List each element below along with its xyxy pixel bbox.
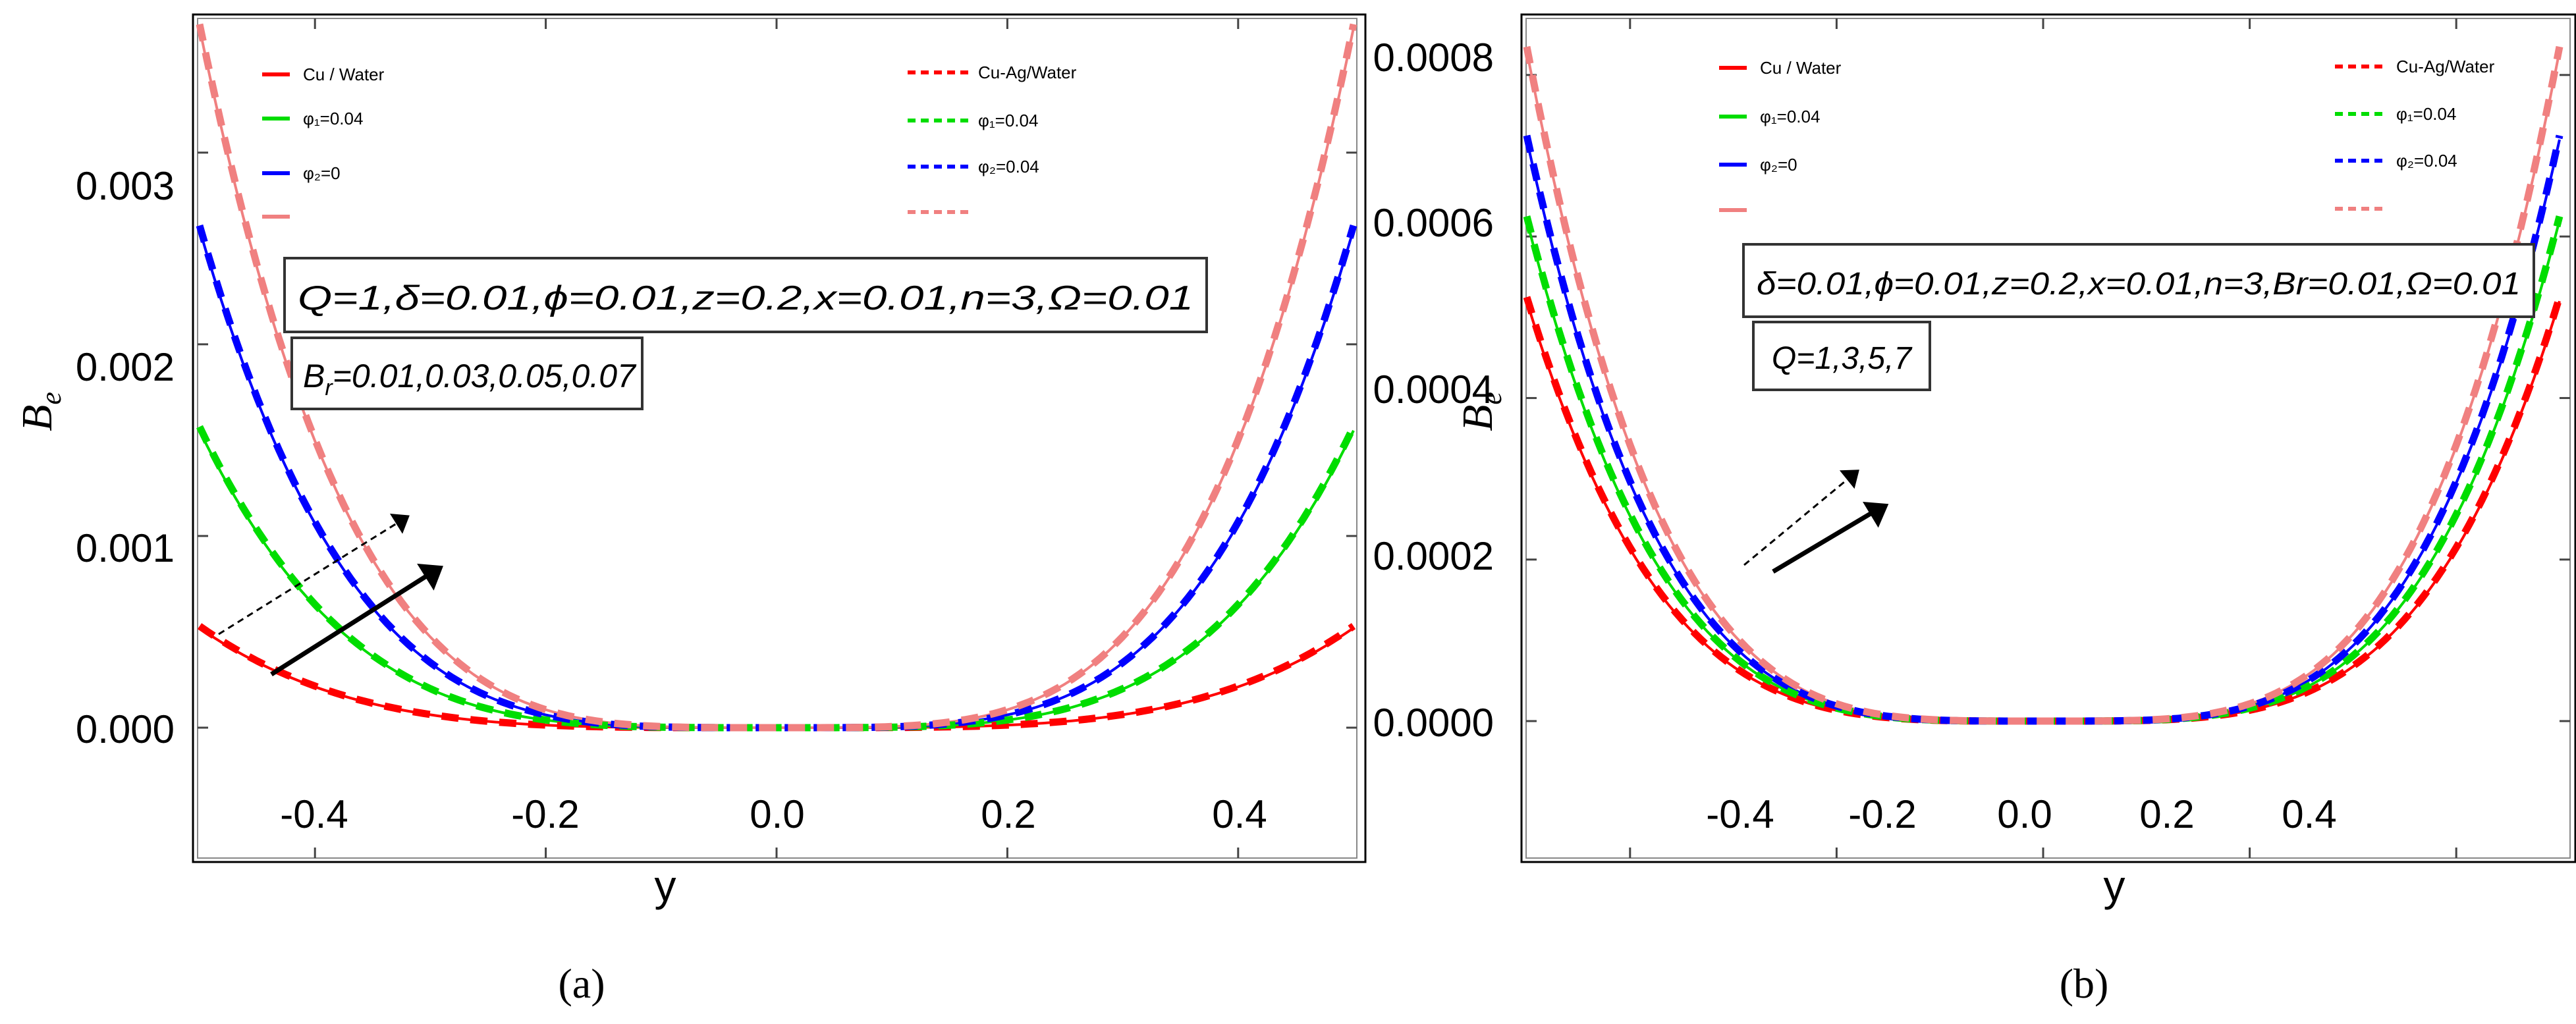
series-line-hybrid	[1523, 296, 2563, 725]
a-annotation-br-values: =0.01,0.03,0.05,0.07	[333, 358, 637, 394]
panel-a-plot-box	[197, 18, 1357, 859]
a-ytick-label: 0.001	[76, 526, 175, 570]
caption-panel-b: (b)	[2060, 960, 2109, 1007]
series-line-hybrid	[196, 425, 1357, 732]
caption-panel-a: (a)	[558, 960, 605, 1007]
panel-b-plot-box	[1525, 18, 2571, 859]
series-line-mono	[1525, 300, 2561, 722]
a-annotation-br: Br=0.01,0.03,0.05,0.07	[303, 358, 637, 400]
b-ytick-label: 0.0006	[1373, 201, 1494, 245]
b-annotation-q: Q=1,3,5,7	[1772, 341, 1913, 376]
a-annotation-params: Q=1,δ=0.01,ϕ=0.01,z=0.2,x=0.01,n=3,Ω=0.0…	[298, 279, 1193, 317]
panel-b-axis-ticks	[1526, 18, 2570, 858]
a-annotation-br-sub: r	[325, 375, 333, 400]
svg-text:Be: Be	[13, 392, 67, 431]
panel-b: 0.0000 0.0002 0.0004 0.0006 0.0008 -0.4 …	[1373, 13, 2576, 910]
a-legend-label: φ₂=0.04	[978, 157, 1039, 176]
b-annotation-box	[1752, 321, 1931, 391]
a-annotation-box	[290, 337, 644, 410]
a-y-axis-label-sub: e	[35, 392, 67, 405]
b-arrow-solid	[1772, 507, 1878, 574]
a-arrowhead	[389, 514, 410, 534]
b-legend-label: φ₁=0.04	[1760, 107, 1820, 126]
a-annotation-br-B: B	[303, 358, 325, 394]
series-line-hybrid	[1523, 45, 2563, 725]
b-arrow-dashed	[1743, 474, 1853, 566]
svg-text:Be: Be	[1454, 392, 1508, 431]
b-y-axis-label: Be	[1454, 392, 1508, 431]
b-xtick-label: 0.4	[2282, 792, 2336, 836]
series-line-mono	[1525, 139, 2561, 722]
b-ytick-label: 0.0004	[1373, 367, 1494, 412]
panel-a-frame	[192, 13, 1367, 863]
a-arrow-dashed	[218, 519, 402, 635]
b-ytick-label: 0.0008	[1373, 36, 1494, 80]
b-legend: Cu / Water φ₁=0.04 φ₂=0 Cu-Ag/Water φ₁=0…	[1719, 57, 2495, 212]
b-xtick-label: -0.4	[1706, 792, 1774, 836]
panel-a-axis-ticks	[198, 18, 1357, 858]
b-xtick-label: 0.2	[2139, 792, 2194, 836]
b-annotation-params: δ=0.01,ϕ=0.01,z=0.2,x=0.01,n=3,Br=0.01,Ω…	[1757, 267, 2521, 302]
a-ytick-label: 0.002	[76, 345, 175, 389]
series-line-mono	[198, 626, 1355, 729]
series-line-mono	[198, 429, 1355, 729]
a-ytick-label: 0.003	[76, 164, 175, 208]
a-xtick-label: 0.2	[981, 792, 1035, 836]
a-y-axis-label-main: B	[13, 405, 61, 431]
a-annotation-box	[283, 257, 1208, 333]
panel-b-curves	[1523, 45, 2563, 725]
a-ytick-label: 0.000	[76, 707, 175, 751]
a-x-axis-label: y	[655, 861, 676, 910]
a-xtick-label: 0.4	[1212, 792, 1267, 836]
b-legend-label: Cu / Water	[1760, 58, 1842, 78]
b-legend-label: φ₂=0	[1760, 155, 1797, 175]
a-legend-label: Cu / Water	[303, 65, 385, 84]
series-line-hybrid	[196, 23, 1357, 732]
b-x-axis-label: y	[2104, 861, 2125, 910]
a-legend-label: Cu-Ag/Water	[978, 63, 1077, 82]
b-xtick-label: 0.0	[1997, 792, 2052, 836]
a-legend: Cu / Water φ₁=0.04 φ₂=0 Cu-Ag/Water φ₁=0…	[262, 63, 1077, 219]
panel-a-curves	[196, 23, 1357, 732]
b-legend-label: φ₁=0.04	[2396, 104, 2456, 124]
a-legend-label: φ₁=0.04	[303, 109, 363, 128]
b-ytick-label: 0.0002	[1373, 534, 1494, 578]
series-line-hybrid	[196, 224, 1357, 732]
a-xtick-label: -0.2	[511, 792, 579, 836]
panel-b-frame	[1520, 13, 2576, 863]
b-y-axis-label-main: B	[1454, 405, 1502, 431]
a-legend-label: φ₂=0	[303, 163, 341, 183]
b-annotation-box	[1742, 243, 2535, 318]
series-line-hybrid	[197, 623, 1356, 732]
b-arrowhead	[1863, 501, 1889, 528]
b-legend-label: φ₂=0.04	[2396, 151, 2457, 171]
a-legend-label: φ₁=0.04	[978, 111, 1038, 130]
a-arrowhead	[417, 564, 443, 591]
b-ytick-label: 0.0000	[1373, 701, 1494, 745]
b-arrowhead	[1839, 470, 1859, 489]
series-line-hybrid	[1523, 134, 2563, 725]
a-xtick-label: 0.0	[750, 792, 804, 836]
b-y-axis-label-sub: e	[1475, 392, 1508, 405]
b-legend-label: Cu-Ag/Water	[2396, 57, 2495, 76]
a-y-axis-label: Be	[13, 392, 67, 431]
b-xtick-label: -0.2	[1848, 792, 1916, 836]
panel-a: 0.000 0.001 0.002 0.003 -0.4 -0.2 0.0 0.…	[13, 13, 1367, 910]
a-xtick-label: -0.4	[280, 792, 348, 836]
a-arrow-solid	[270, 571, 433, 676]
